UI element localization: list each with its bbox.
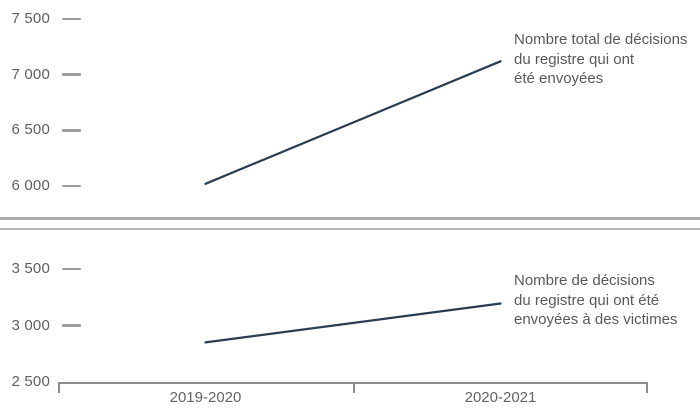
y-tick-label: 6 500 [11, 121, 50, 139]
x-axis-tick [353, 382, 355, 394]
x-tick-label: 2019-2020 [169, 389, 242, 406]
y-tick-dash [62, 324, 81, 327]
y-tick-dash [62, 17, 81, 21]
y-tick-label: 7 500 [11, 10, 50, 27]
series-line [204, 60, 502, 185]
y-tick-label: 3 000 [11, 316, 50, 334]
y-tick-label: 6 000 [11, 177, 50, 194]
series-line [204, 302, 502, 344]
chart-divider-top [0, 217, 700, 220]
y-tick-dash [62, 184, 81, 188]
x-axis-tick [646, 382, 648, 394]
y-tick-dash [62, 267, 81, 271]
y-tick-dash [62, 73, 81, 76]
y-tick-label: 7 000 [11, 65, 50, 83]
y-tick-label: 3 500 [11, 260, 50, 277]
x-tick-label: 2020-2021 [464, 389, 537, 406]
x-axis-tick [58, 382, 60, 394]
y-tick-label: 2 500 [11, 373, 50, 390]
y-tick-dash [62, 129, 81, 132]
series-annotation: Nombre de décisions du registre qui ont … [514, 272, 678, 328]
chart-divider-bottom [0, 228, 700, 230]
series-annotation: Nombre total de décisions du registre qu… [514, 31, 688, 87]
